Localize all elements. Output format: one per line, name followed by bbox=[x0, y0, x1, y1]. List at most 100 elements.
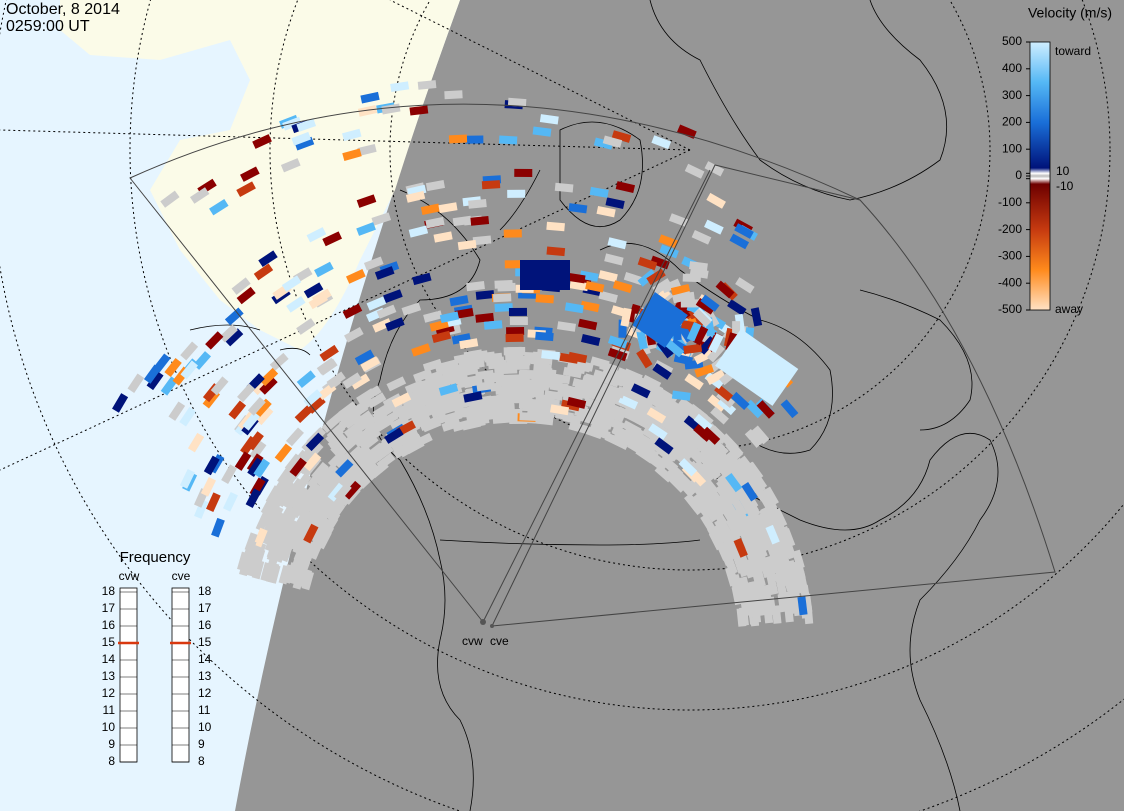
frequency-tick-label: 18 bbox=[198, 584, 212, 598]
echo-cell bbox=[695, 298, 716, 315]
echo-cell bbox=[710, 406, 729, 425]
echo-cell bbox=[568, 203, 588, 214]
echo-cell bbox=[741, 490, 758, 511]
echo-cell bbox=[242, 411, 260, 431]
echo-cell bbox=[294, 404, 314, 424]
echo-cell bbox=[566, 272, 586, 284]
echo-cell bbox=[289, 485, 307, 505]
echo-cell bbox=[296, 318, 316, 335]
echo-cell bbox=[452, 419, 472, 432]
echo-cell bbox=[615, 181, 636, 194]
echo-cell bbox=[623, 371, 644, 386]
echo-cell bbox=[738, 455, 756, 475]
echo-cell bbox=[342, 303, 363, 319]
echo-cell bbox=[465, 135, 484, 144]
frequency-tick-label: 18 bbox=[102, 584, 116, 598]
echo-cell bbox=[511, 361, 530, 370]
echo-cell bbox=[314, 516, 331, 537]
frequency-tick-label: 13 bbox=[102, 669, 116, 683]
echo-cell bbox=[557, 321, 577, 332]
echo-cell bbox=[423, 310, 443, 323]
echo-cell bbox=[598, 290, 618, 304]
frequency-title: Frequency bbox=[120, 549, 191, 566]
echo-cell bbox=[559, 352, 579, 364]
echo-cell bbox=[268, 564, 281, 584]
echo-cell bbox=[475, 312, 495, 323]
echo-cell bbox=[654, 437, 674, 455]
echo-cell bbox=[776, 547, 790, 568]
echo-cell bbox=[361, 453, 381, 472]
echo-cell bbox=[733, 538, 748, 558]
echo-cell bbox=[343, 480, 362, 500]
echo-cell bbox=[356, 194, 377, 208]
echo-cell bbox=[463, 391, 483, 403]
echo-cell bbox=[551, 373, 571, 385]
echo-cell bbox=[460, 361, 480, 373]
echo-cell bbox=[478, 399, 498, 410]
echo-cell bbox=[700, 294, 720, 312]
echo-cell bbox=[636, 330, 648, 350]
echo-cell bbox=[686, 321, 702, 342]
echo-cell bbox=[546, 246, 566, 257]
radar-name: cvw bbox=[119, 569, 140, 583]
echo-cell bbox=[398, 427, 419, 444]
echo-cell bbox=[514, 395, 533, 404]
echo-cell bbox=[260, 562, 273, 582]
frequency-tick-label: 13 bbox=[198, 669, 212, 683]
echo-cell bbox=[425, 179, 446, 192]
echo-cell bbox=[611, 130, 632, 143]
echo-cell bbox=[384, 317, 405, 332]
echo-cell bbox=[472, 235, 492, 246]
echo-cell bbox=[266, 539, 281, 560]
echo-cell bbox=[179, 407, 196, 427]
echo-cell bbox=[678, 458, 698, 477]
echo-cell bbox=[666, 419, 687, 437]
echo-cell bbox=[222, 491, 238, 512]
echo-cell bbox=[259, 367, 279, 387]
colorbar-tick-label: -300 bbox=[998, 249, 1022, 263]
echo-cell bbox=[662, 404, 682, 422]
echo-cell bbox=[179, 469, 195, 489]
echo-cell bbox=[343, 411, 363, 429]
echo-cell bbox=[299, 568, 313, 589]
echo-cell bbox=[327, 410, 346, 428]
echo-cell bbox=[236, 286, 256, 305]
frequency-tick-label: 14 bbox=[102, 652, 116, 666]
echo-cell bbox=[582, 374, 602, 388]
echo-cell bbox=[744, 429, 763, 448]
echo-cell bbox=[593, 415, 614, 430]
echo-cell bbox=[671, 390, 691, 401]
frequency-tick-label: 11 bbox=[103, 703, 116, 717]
echo-cell bbox=[236, 181, 256, 198]
echo-cell bbox=[509, 384, 528, 393]
echo-cell bbox=[583, 425, 604, 440]
echo-cell bbox=[286, 295, 306, 313]
echo-cell bbox=[372, 318, 392, 333]
echo-cell bbox=[168, 401, 186, 421]
echo-cell bbox=[607, 335, 628, 349]
echo-cell bbox=[112, 393, 129, 413]
echo-cell bbox=[280, 158, 301, 173]
echo-cell bbox=[274, 443, 293, 463]
echo-cell bbox=[775, 564, 788, 585]
echo-cell bbox=[224, 328, 244, 347]
echo-cell bbox=[729, 233, 750, 250]
frequency-tick-label: 8 bbox=[198, 754, 205, 768]
echo-cell bbox=[514, 168, 533, 178]
echo-cell bbox=[519, 412, 538, 421]
echo-cell bbox=[326, 371, 346, 389]
echo-cell bbox=[661, 278, 681, 294]
echo-cell bbox=[649, 452, 669, 470]
echo-cell bbox=[602, 366, 622, 380]
echo-cell bbox=[604, 407, 625, 423]
echo-cell bbox=[355, 449, 375, 468]
echo-cell bbox=[704, 219, 724, 235]
echo-cell bbox=[769, 514, 785, 535]
echo-cell bbox=[706, 343, 725, 363]
colorbar-tick-label: -400 bbox=[998, 275, 1022, 289]
echo-cell bbox=[708, 497, 726, 518]
echo-cell bbox=[423, 389, 443, 404]
echo-cell bbox=[725, 517, 742, 538]
echo-cell bbox=[498, 135, 518, 145]
echo-cell bbox=[772, 508, 788, 528]
